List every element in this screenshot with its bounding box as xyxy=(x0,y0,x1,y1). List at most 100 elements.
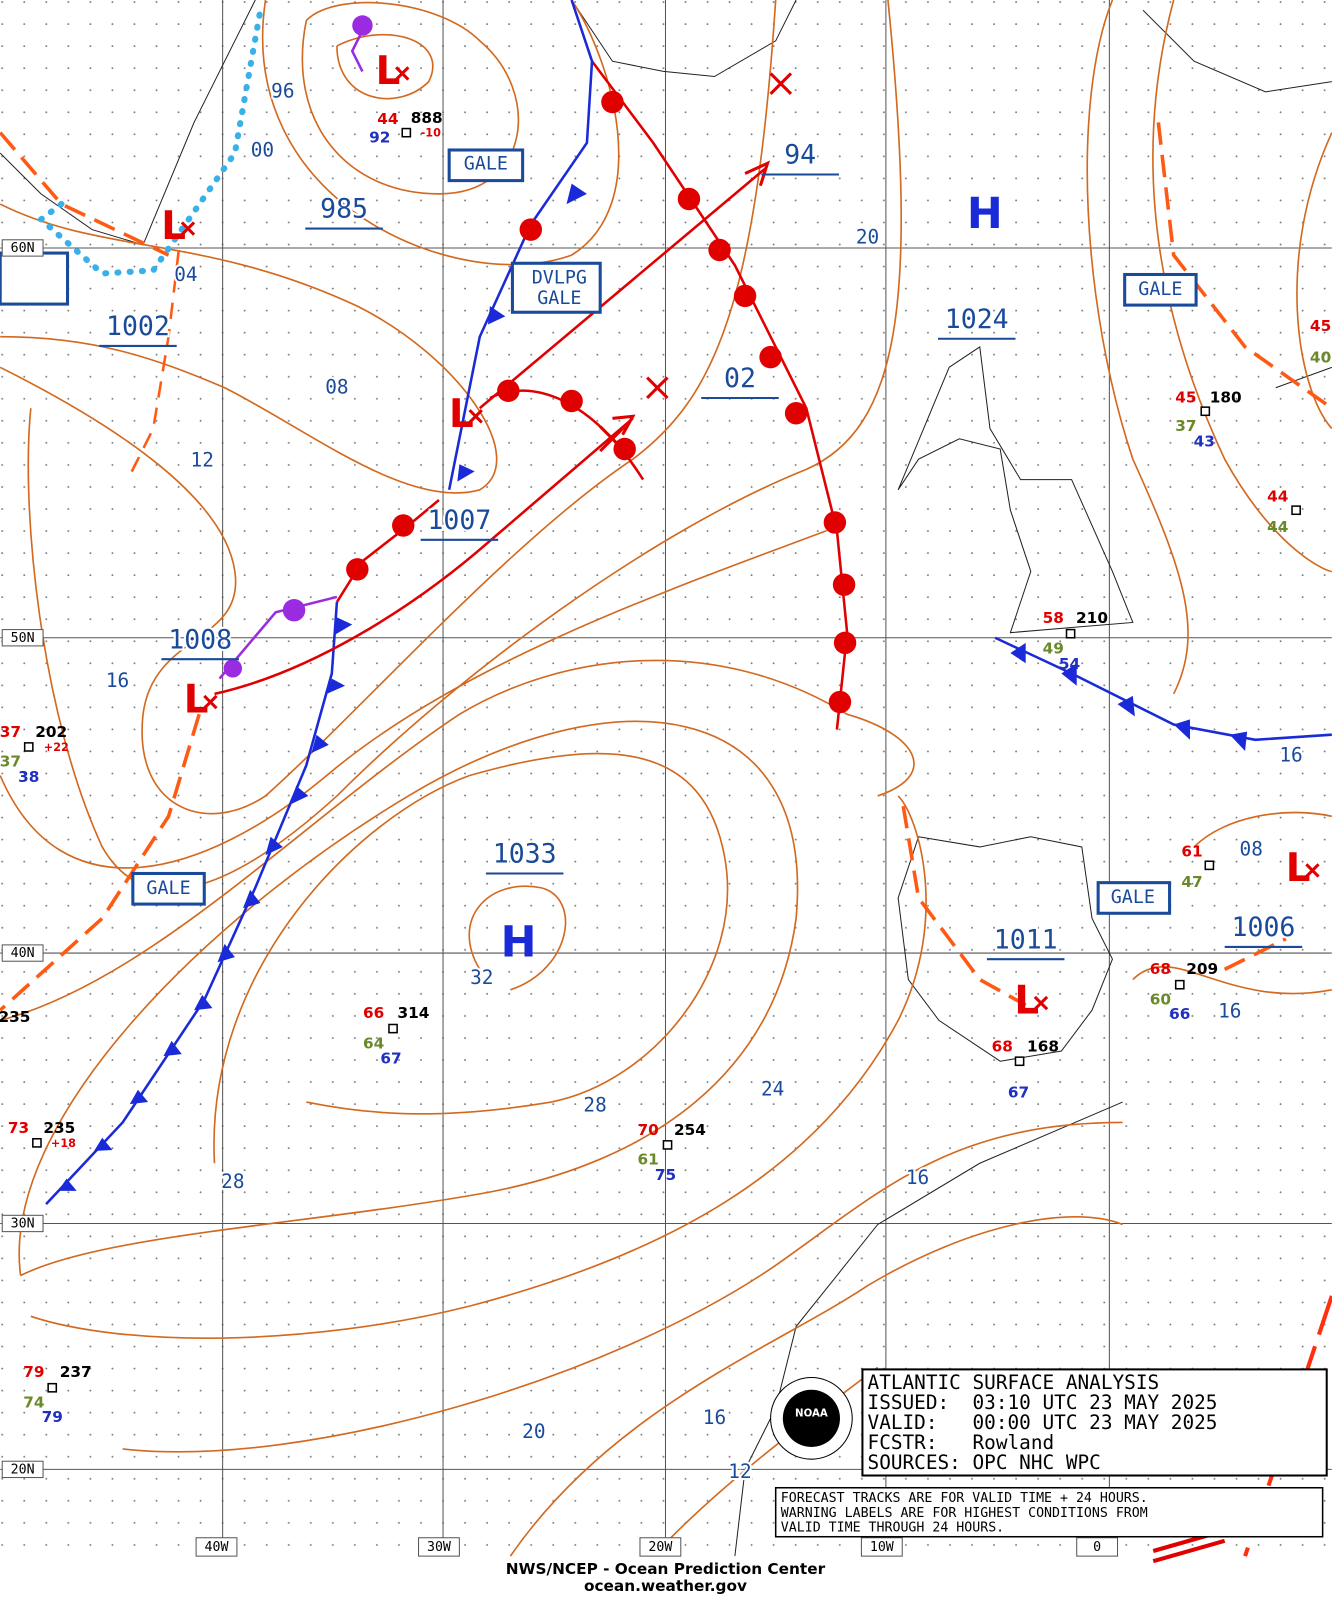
clipped-label-box xyxy=(0,251,70,306)
warning-label: GALE xyxy=(1138,279,1182,300)
isobar-label: 16 xyxy=(703,1406,726,1429)
title-line: FCSTR: Rowland xyxy=(868,1431,1055,1454)
station-symbol xyxy=(1174,979,1185,990)
low-center: L xyxy=(184,678,209,723)
isobar-label: 08 xyxy=(1240,838,1263,861)
station-symbol xyxy=(1204,860,1215,871)
low-center-x xyxy=(395,66,410,81)
warning-box xyxy=(131,871,206,906)
isobar-label: 985 xyxy=(320,194,368,225)
notice-line: VALID TIME THROUGH 24 HOURS. xyxy=(781,1521,1004,1536)
isobar-label: 28 xyxy=(221,1170,244,1193)
warning-box xyxy=(1123,272,1198,307)
station-symbol xyxy=(1291,505,1301,516)
station-value: 74 xyxy=(23,1394,44,1412)
lat-label-box xyxy=(1,1460,44,1479)
isobar-label: 12 xyxy=(728,1460,751,1483)
lat-label-box xyxy=(1,944,44,962)
lon-label-box xyxy=(195,1537,238,1557)
lat-label-box xyxy=(1,239,44,257)
warning-box xyxy=(510,261,602,314)
station-symbol xyxy=(662,1140,673,1150)
station-value: 45 xyxy=(1310,317,1331,335)
lat-label: 40N xyxy=(11,946,35,961)
lon-label-box xyxy=(1076,1537,1119,1557)
low-center-x xyxy=(1033,995,1049,1011)
footer-line: NWS/NCEP - Ocean Prediction Center xyxy=(506,1560,826,1578)
isobar-label: 04 xyxy=(174,263,197,286)
title-line: VALID: 00:00 UTC 23 MAY 2025 xyxy=(868,1411,1218,1434)
low-center: L xyxy=(1014,979,1039,1024)
station-value: 60 xyxy=(1150,991,1171,1009)
lon-label: 40W xyxy=(205,1540,229,1555)
title-line: ISSUED: 03:10 UTC 23 MAY 2025 xyxy=(868,1391,1218,1414)
lon-label: 30W xyxy=(427,1540,451,1555)
low-center: L xyxy=(449,392,474,437)
station-value: 40 xyxy=(1310,349,1331,367)
station-value: 314 xyxy=(397,1004,429,1022)
low-center-x xyxy=(468,409,483,424)
station-value: 210 xyxy=(1076,609,1108,627)
station-value: 209 xyxy=(1186,960,1218,978)
station-value: 79 xyxy=(23,1363,44,1381)
footer-line: ocean.weather.gov xyxy=(584,1577,747,1595)
station-value: 254 xyxy=(674,1121,706,1139)
lat-label: 60N xyxy=(11,241,35,256)
station-value: 44 xyxy=(1267,518,1288,536)
isobar-label: 1008 xyxy=(168,624,232,655)
station-value: 43 xyxy=(1194,432,1215,450)
warning-box xyxy=(1096,881,1172,915)
station-symbol xyxy=(1200,406,1211,417)
low-center-x xyxy=(203,694,218,710)
station-value: 38 xyxy=(18,768,39,786)
warning-label: GALE xyxy=(1111,887,1155,908)
isobar-label: 1033 xyxy=(493,839,557,870)
isobar-label: 20 xyxy=(522,1420,545,1443)
isobar-label: 24 xyxy=(761,1077,784,1100)
isobar-label: 20 xyxy=(856,225,879,248)
station-value: 54 xyxy=(1059,655,1080,673)
lat-label-box xyxy=(1,1214,44,1233)
station-symbol xyxy=(401,127,412,138)
high-center: H xyxy=(501,917,537,967)
station-value: 68 xyxy=(992,1037,1013,1055)
lon-label-box xyxy=(860,1537,903,1557)
warning-label: GALE xyxy=(146,878,190,899)
station-symbol xyxy=(1014,1056,1025,1067)
isobar-label: 94 xyxy=(784,140,816,171)
station-value: 75 xyxy=(655,1166,676,1184)
station-symbol xyxy=(388,1023,398,1034)
isobar-label: 16 xyxy=(1279,744,1302,767)
station-value: 44 xyxy=(377,110,398,128)
isobar-label: 16 xyxy=(906,1166,929,1189)
station-value: 180 xyxy=(1210,388,1242,406)
station-value: 73 xyxy=(8,1119,29,1137)
station-value: 235 xyxy=(43,1119,75,1137)
station-value: 37 xyxy=(0,753,21,771)
isobar-label: 1002 xyxy=(106,311,170,342)
station-value: +18 xyxy=(51,1137,76,1150)
low-center: L xyxy=(1286,846,1311,891)
station-symbol xyxy=(47,1382,58,1393)
isobar-label: 1006 xyxy=(1232,912,1296,943)
station-value: 168 xyxy=(1027,1037,1059,1055)
lon-label: 10W xyxy=(870,1540,894,1555)
station-value: 37 xyxy=(1175,417,1196,435)
station-value: 58 xyxy=(1043,609,1064,627)
isobar-label: 16 xyxy=(106,669,129,692)
low-center: L xyxy=(161,204,186,249)
warning-label: DVLPG xyxy=(532,268,587,289)
lat-label-box xyxy=(1,629,44,647)
isobar-label: 00 xyxy=(251,139,274,162)
isobar-label: 1011 xyxy=(994,924,1058,955)
fronts xyxy=(0,0,1332,1564)
station-symbol xyxy=(1065,628,1076,639)
station-value: 66 xyxy=(1169,1005,1190,1023)
isobar-label: 1024 xyxy=(945,304,1009,335)
station-value: 79 xyxy=(42,1408,63,1426)
station-value: 237 xyxy=(60,1363,92,1381)
low-center: L xyxy=(376,49,401,94)
station-value: 47 xyxy=(1181,873,1202,891)
isobar-label: 12 xyxy=(191,449,214,472)
